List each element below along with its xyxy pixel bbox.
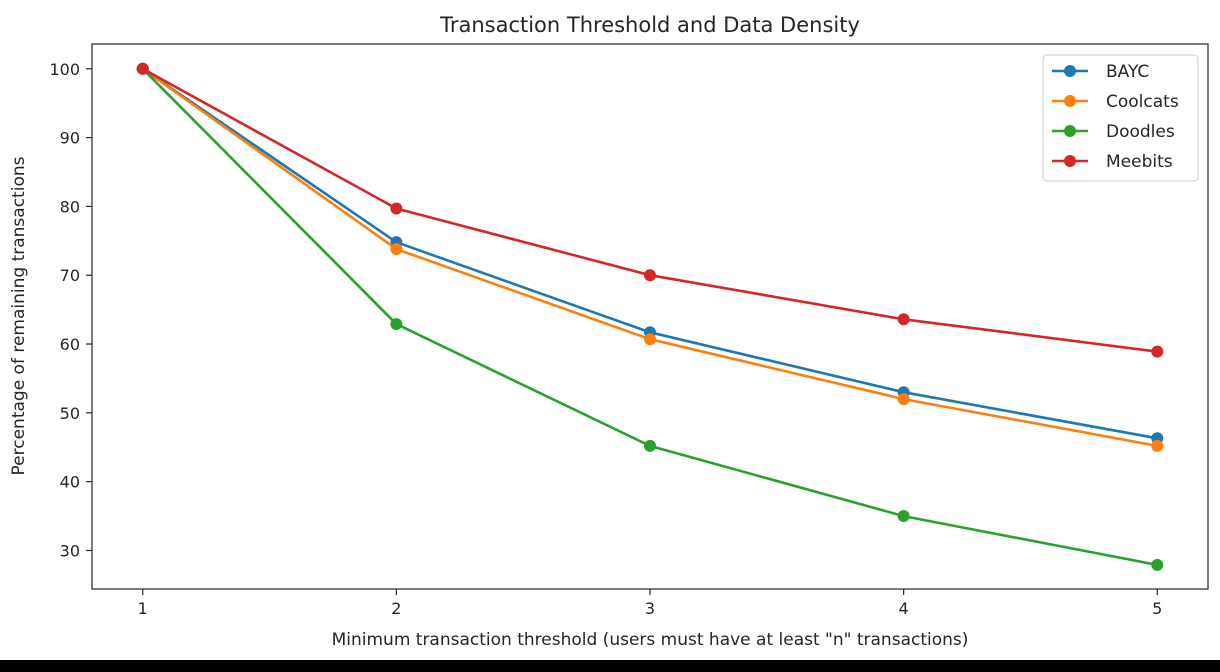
- data-point-meebits: [136, 62, 149, 75]
- y-tick-label: 40: [60, 473, 80, 492]
- data-point-meebits: [1151, 345, 1164, 358]
- series-layer: [136, 62, 1164, 571]
- y-tick-label: 30: [60, 541, 80, 560]
- legend-label-bayc: BAYC: [1106, 62, 1149, 82]
- legend-box: [1042, 54, 1199, 182]
- legend-marker-coolcats: [1064, 95, 1076, 107]
- y-tick-label: 100: [49, 60, 80, 79]
- legend-item-meebits: Meebits: [1052, 152, 1173, 172]
- plot-area: [91, 43, 1209, 590]
- x-tick-label: 3: [645, 599, 655, 618]
- x-tick-label: 1: [138, 599, 148, 618]
- y-tick-label: 60: [60, 335, 80, 354]
- y-tick-label: 80: [60, 197, 80, 216]
- y-tick-label: 90: [60, 129, 80, 148]
- data-point-coolcats: [897, 393, 910, 406]
- chart-title: Transaction Threshold and Data Density: [439, 13, 860, 37]
- x-tick-label: 4: [899, 599, 909, 618]
- legend-marker-bayc: [1064, 65, 1076, 77]
- x-tick-label: 2: [391, 599, 401, 618]
- legend-label-meebits: Meebits: [1106, 152, 1173, 172]
- legend: BAYC Coolcats Doodles Meebits: [1042, 54, 1199, 182]
- data-point-coolcats: [390, 243, 403, 256]
- x-tick-label: 5: [1152, 599, 1162, 618]
- series-meebits: [136, 62, 1164, 358]
- y-axis: 30 40 50 60 70 80 90 100: [49, 60, 92, 560]
- data-point-doodles: [897, 510, 910, 523]
- data-point-doodles: [1151, 558, 1164, 571]
- y-tick-label: 70: [60, 266, 80, 285]
- x-axis-title: Minimum transaction threshold (users mus…: [332, 630, 969, 650]
- y-tick-label: 50: [60, 404, 80, 423]
- legend-label-coolcats: Coolcats: [1106, 92, 1179, 112]
- data-point-doodles: [390, 318, 403, 331]
- legend-label-doodles: Doodles: [1106, 122, 1175, 142]
- plot-frame: [91, 43, 1209, 590]
- data-point-meebits: [390, 202, 403, 215]
- data-point-doodles: [644, 439, 656, 452]
- data-point-coolcats: [644, 333, 656, 346]
- legend-marker-meebits: [1064, 155, 1076, 167]
- legend-marker-doodles: [1064, 125, 1076, 137]
- data-point-meebits: [897, 313, 910, 326]
- legend-item-bayc: BAYC: [1052, 62, 1149, 82]
- x-axis: 1 2 3 4 5: [138, 589, 1162, 618]
- legend-item-coolcats: Coolcats: [1052, 92, 1179, 112]
- y-axis-title: Percentage of remaining transactions: [9, 156, 29, 475]
- data-point-coolcats: [1151, 439, 1164, 452]
- legend-item-doodles: Doodles: [1052, 122, 1175, 142]
- data-point-meebits: [644, 269, 656, 282]
